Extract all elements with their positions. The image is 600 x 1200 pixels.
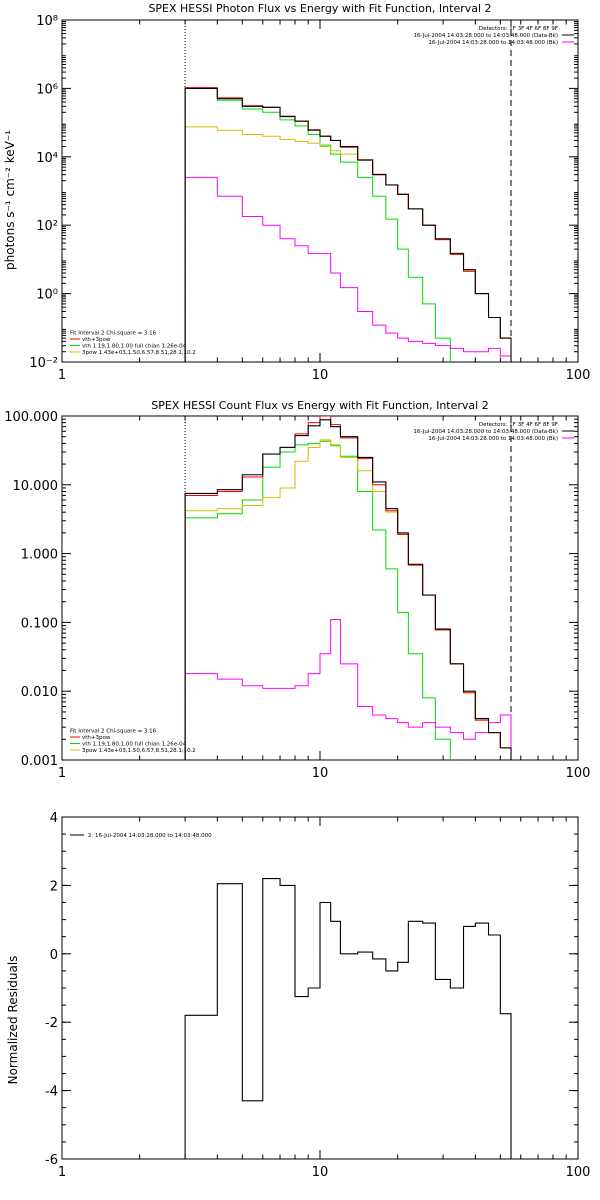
- fit-legend-entry: vth 1.19,1.80,1.00 full chian 1.26e-04: [82, 344, 187, 350]
- legend-entry: 16-Jul-2004 14:03:28.000 to 14:03:48.000…: [428, 436, 558, 442]
- y-tick-label: 4: [50, 811, 58, 826]
- fit-legend-entry: 3pow 1.43e+03,1.50,6.57,8.51,28.1,10.2: [82, 350, 196, 356]
- y-tick-label: 10⁴: [36, 151, 58, 166]
- y-tick-label: 10⁰: [36, 288, 58, 303]
- y-tick-label: 10⁶: [36, 82, 58, 97]
- y-tick-label: 10⁸: [36, 14, 58, 29]
- fit-legend-entry: vth+3pow: [82, 735, 111, 741]
- x-tick-label: 1: [58, 368, 66, 383]
- residuals-y-axis-label: Normalized Residuals: [6, 956, 20, 1085]
- y-tick-label: 10.000: [13, 479, 59, 494]
- x-tick-label: 10: [312, 1165, 329, 1180]
- series-line: [184, 87, 512, 362]
- fit-legend-entry: Fit Interval 2 Chi-square = 3.16: [70, 331, 157, 337]
- series-line: [184, 87, 451, 362]
- series-line: [184, 176, 512, 362]
- count-flux-plot-frame: [61, 415, 579, 761]
- x-tick-label: 1: [58, 1165, 66, 1180]
- x-tick-label: 1: [58, 766, 66, 781]
- y-tick-label: 2: [50, 879, 58, 894]
- x-tick-label: 100: [566, 368, 591, 383]
- x-tick-label: 100: [566, 766, 591, 781]
- legend-entry: Detectors: 1F 3F 4F 6F 8F 9F: [479, 422, 558, 428]
- series-line: [184, 878, 512, 1159]
- y-tick-label: 0: [50, 948, 58, 963]
- y-tick-label: -4: [45, 1085, 58, 1100]
- x-tick-label: 100: [566, 1165, 591, 1180]
- series-line: [184, 126, 512, 362]
- photon-flux-panel: SPEX HESSI Photon Flux vs Energy with Fi…: [3, 2, 591, 383]
- y-tick-label: 1.000: [21, 548, 58, 563]
- fit-legend-entry: vth+3pow: [82, 337, 111, 343]
- series-line: [184, 619, 512, 760]
- legend-entry: 16-Jul-2004 14:03:28.000 to 14:03:48.000…: [414, 33, 559, 39]
- series-line: [184, 419, 512, 760]
- series-line: [184, 439, 512, 760]
- fit-legend-entry: 3pow 1.43e+03,1.50,6.57,8.51,28.1,10.2: [82, 748, 196, 754]
- series-line: [184, 440, 451, 760]
- series-line: [184, 87, 512, 362]
- legend-entry: 16-Jul-2004 14:03:28.000 to 14:03:48.000…: [414, 429, 559, 435]
- y-tick-label: 0.001: [21, 754, 58, 769]
- y-tick-label: -6: [45, 1153, 58, 1168]
- legend-entry: Detectors: 1F 3F 4F 6F 8F 9F: [479, 26, 558, 32]
- y-tick-label: 0.010: [21, 685, 58, 700]
- y-tick-label: 10²: [36, 219, 58, 234]
- y-tick-label: -2: [45, 1016, 58, 1031]
- photon-flux-plot-frame: [61, 19, 579, 363]
- fit-legend-entry: Fit Interval 2 Chi-square = 3.16: [70, 729, 157, 735]
- y-tick-label: 10⁻²: [29, 356, 58, 371]
- photon-flux-y-axis-label: photons s⁻¹ cm⁻² keV⁻¹: [3, 130, 17, 270]
- count-flux-panel: SPEX HESSI Count Flux vs Energy with Fit…: [4, 399, 591, 781]
- y-tick-label: 100.000: [4, 410, 58, 425]
- series-line: [184, 416, 512, 760]
- count-flux-title: SPEX HESSI Count Flux vs Energy with Fit…: [151, 399, 488, 412]
- legend-entry: 16-Jul-2004 14:03:28.000 to 14:03:48.000…: [428, 40, 558, 46]
- photon-flux-title: SPEX HESSI Photon Flux vs Energy with Fi…: [148, 2, 491, 15]
- residuals-panel: Normalized Residuals 1 10 100 -6 -4 -2 0 2 4 2. 1…: [6, 811, 591, 1180]
- legend-entry: 2. 16-Jul-2004 14:03:28.000 to 14:03:48.…: [88, 833, 212, 839]
- y-tick-label: 0.100: [21, 616, 58, 631]
- x-tick-label: 10: [312, 766, 329, 781]
- fit-legend-entry: vth 1.19,1.80,1.00 full chian 1.26e-04: [82, 742, 187, 748]
- x-tick-label: 10: [312, 368, 329, 383]
